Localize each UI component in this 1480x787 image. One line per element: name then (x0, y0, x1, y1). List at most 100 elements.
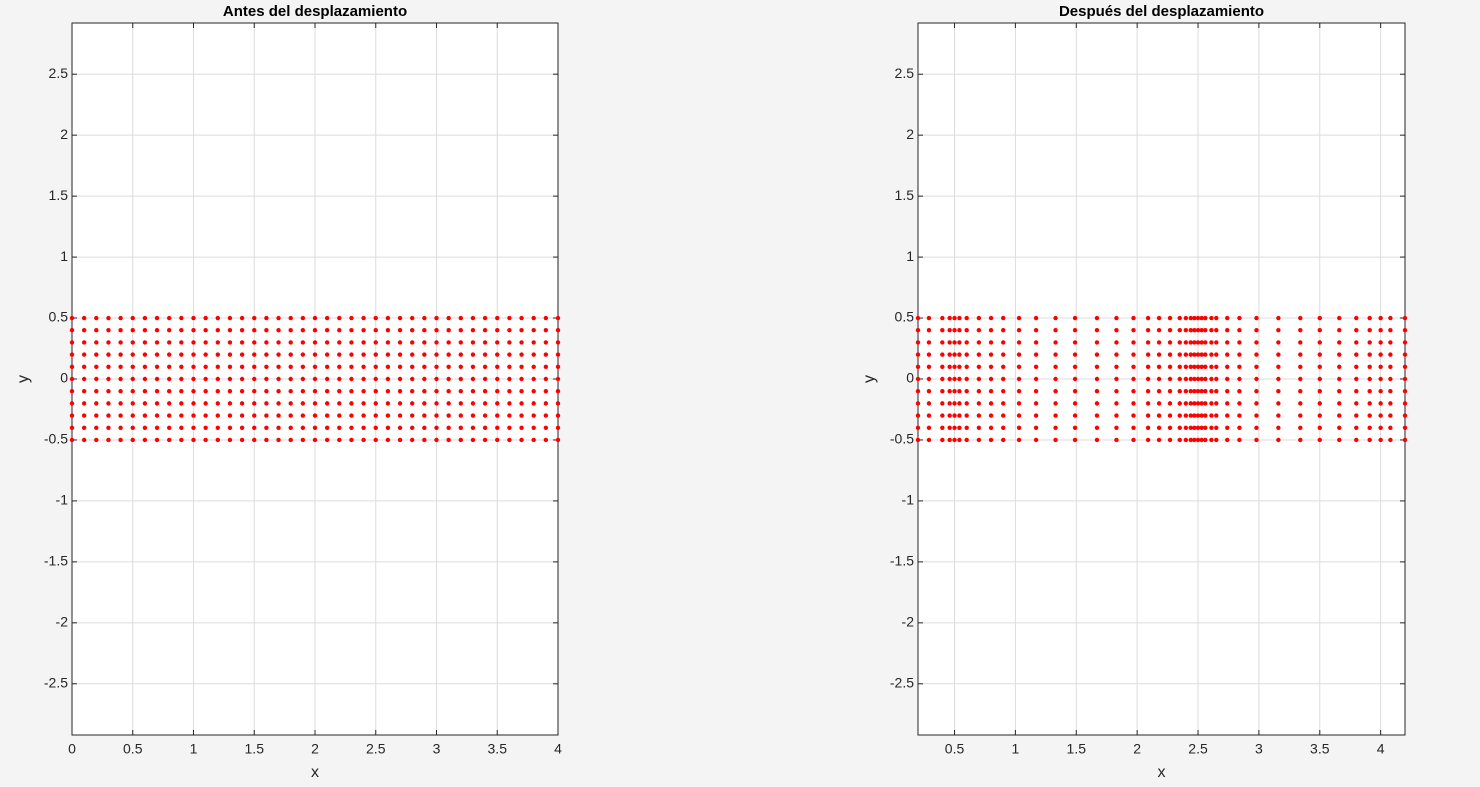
point (167, 376, 172, 382)
point (154, 328, 160, 333)
point (337, 376, 342, 382)
point (1053, 425, 1058, 430)
point (1214, 364, 1219, 370)
point (1001, 328, 1006, 333)
point (191, 401, 196, 406)
point (167, 388, 172, 394)
point (1192, 437, 1197, 443)
point (1016, 413, 1022, 418)
point (988, 376, 994, 382)
point (1131, 315, 1136, 321)
point (373, 364, 378, 370)
point (507, 340, 512, 345)
point (300, 376, 306, 382)
point (167, 328, 172, 333)
point (324, 328, 330, 333)
point (1237, 425, 1242, 430)
point (458, 437, 463, 443)
point (1192, 388, 1197, 394)
point (1367, 340, 1372, 345)
point (458, 352, 463, 357)
point (337, 352, 342, 357)
point (1317, 376, 1322, 382)
point (952, 315, 957, 321)
point (482, 413, 488, 418)
point (106, 328, 111, 333)
point (1072, 388, 1078, 394)
y-tick-label: 2.5 (895, 65, 915, 81)
point (1203, 413, 1208, 418)
point (288, 376, 293, 382)
point (130, 352, 135, 357)
point (1402, 425, 1408, 430)
point (410, 413, 415, 418)
point (312, 352, 318, 357)
point (264, 413, 269, 418)
point (957, 413, 962, 418)
point (470, 388, 476, 394)
point (142, 328, 148, 333)
point (300, 364, 306, 370)
point (1145, 315, 1151, 321)
point (118, 376, 123, 382)
point (1254, 328, 1259, 333)
point (434, 437, 439, 443)
point (1337, 388, 1342, 394)
point (1053, 340, 1058, 345)
point (1033, 328, 1039, 333)
point (926, 315, 932, 321)
point (1094, 328, 1100, 333)
point (482, 425, 488, 430)
point (130, 401, 135, 406)
point (988, 328, 994, 333)
point (976, 364, 982, 370)
point (947, 328, 952, 333)
point (1317, 328, 1322, 333)
point (215, 437, 220, 443)
point (264, 352, 269, 357)
point (495, 413, 500, 418)
point (312, 413, 318, 418)
point (312, 376, 318, 382)
point (179, 413, 184, 418)
y-tick-label: 0 (906, 370, 914, 386)
point (1225, 315, 1230, 321)
point (239, 413, 245, 418)
point (915, 425, 921, 430)
point (1001, 437, 1006, 443)
point (264, 388, 269, 394)
point (276, 315, 281, 321)
point (397, 376, 403, 382)
point (349, 425, 354, 430)
point (1237, 437, 1242, 443)
point (239, 352, 245, 357)
point (215, 328, 220, 333)
point (507, 388, 512, 394)
point (422, 328, 427, 333)
point (947, 413, 952, 418)
point (1177, 413, 1182, 418)
point (179, 315, 184, 321)
point (1072, 437, 1078, 443)
point (69, 328, 75, 333)
point (1402, 340, 1408, 345)
point (519, 388, 524, 394)
point (191, 413, 196, 418)
point (519, 340, 524, 345)
y-tick-label: -1.5 (44, 553, 68, 569)
point (239, 376, 245, 382)
point (1214, 437, 1219, 443)
point (1183, 388, 1189, 394)
point (167, 364, 172, 370)
point (519, 425, 524, 430)
point (312, 388, 318, 394)
point (142, 388, 148, 394)
point (252, 388, 257, 394)
point (1016, 388, 1022, 394)
point (1156, 437, 1162, 443)
x-tick-label: 3.5 (1310, 741, 1330, 757)
point (1254, 388, 1259, 394)
point (337, 437, 342, 443)
point (106, 364, 111, 370)
point (495, 437, 500, 443)
